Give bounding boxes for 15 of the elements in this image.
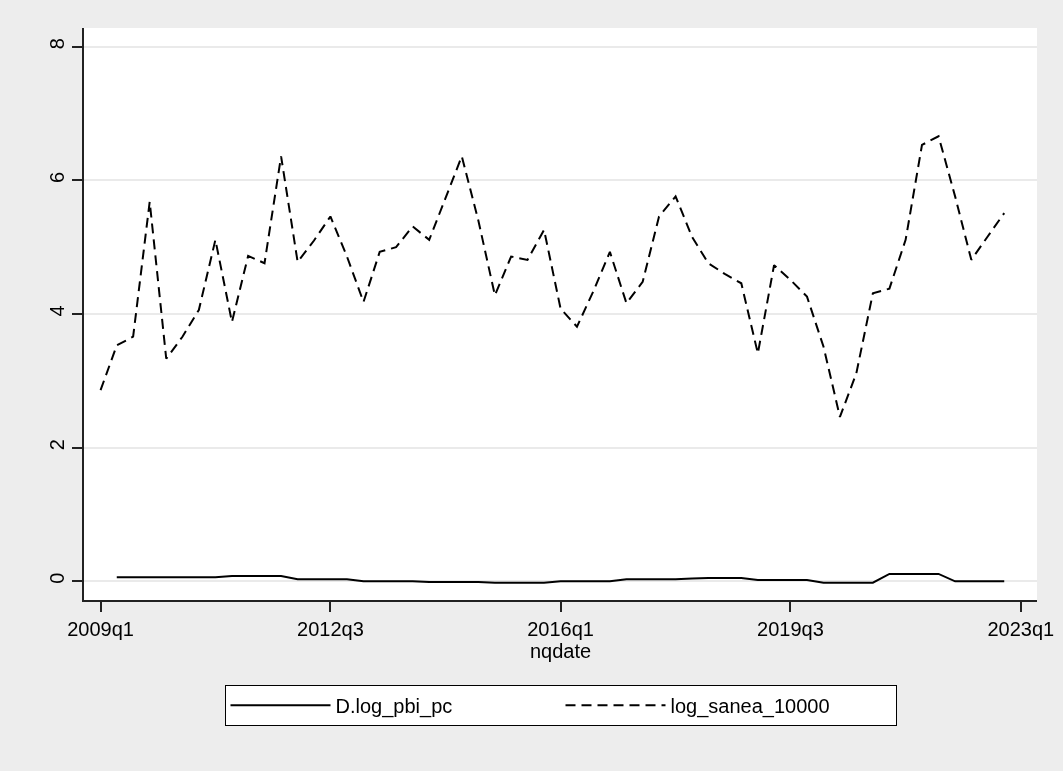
y-tick-label: 2 <box>46 439 69 451</box>
line-series <box>115 572 1006 584</box>
legend-label: D.log_pbi_pc <box>335 694 453 718</box>
line-series <box>99 135 1006 418</box>
y-tick-label: 6 <box>46 171 69 183</box>
x-tick-label: 2009q1 <box>67 617 134 640</box>
y-tick-label: 8 <box>46 38 69 50</box>
legend-label: log_sanea_10000 <box>670 694 830 718</box>
x-tick-label: 2012q3 <box>297 617 364 640</box>
x-tick-label: 2019q3 <box>757 617 824 640</box>
x-tick-label: 2023q1 <box>987 617 1055 640</box>
y-tick-label: 4 <box>46 305 69 317</box>
x-tick-label: 2016q1 <box>527 617 594 640</box>
x-axis-title: nqdate <box>529 639 592 662</box>
y-tick-label: 0 <box>46 572 69 584</box>
